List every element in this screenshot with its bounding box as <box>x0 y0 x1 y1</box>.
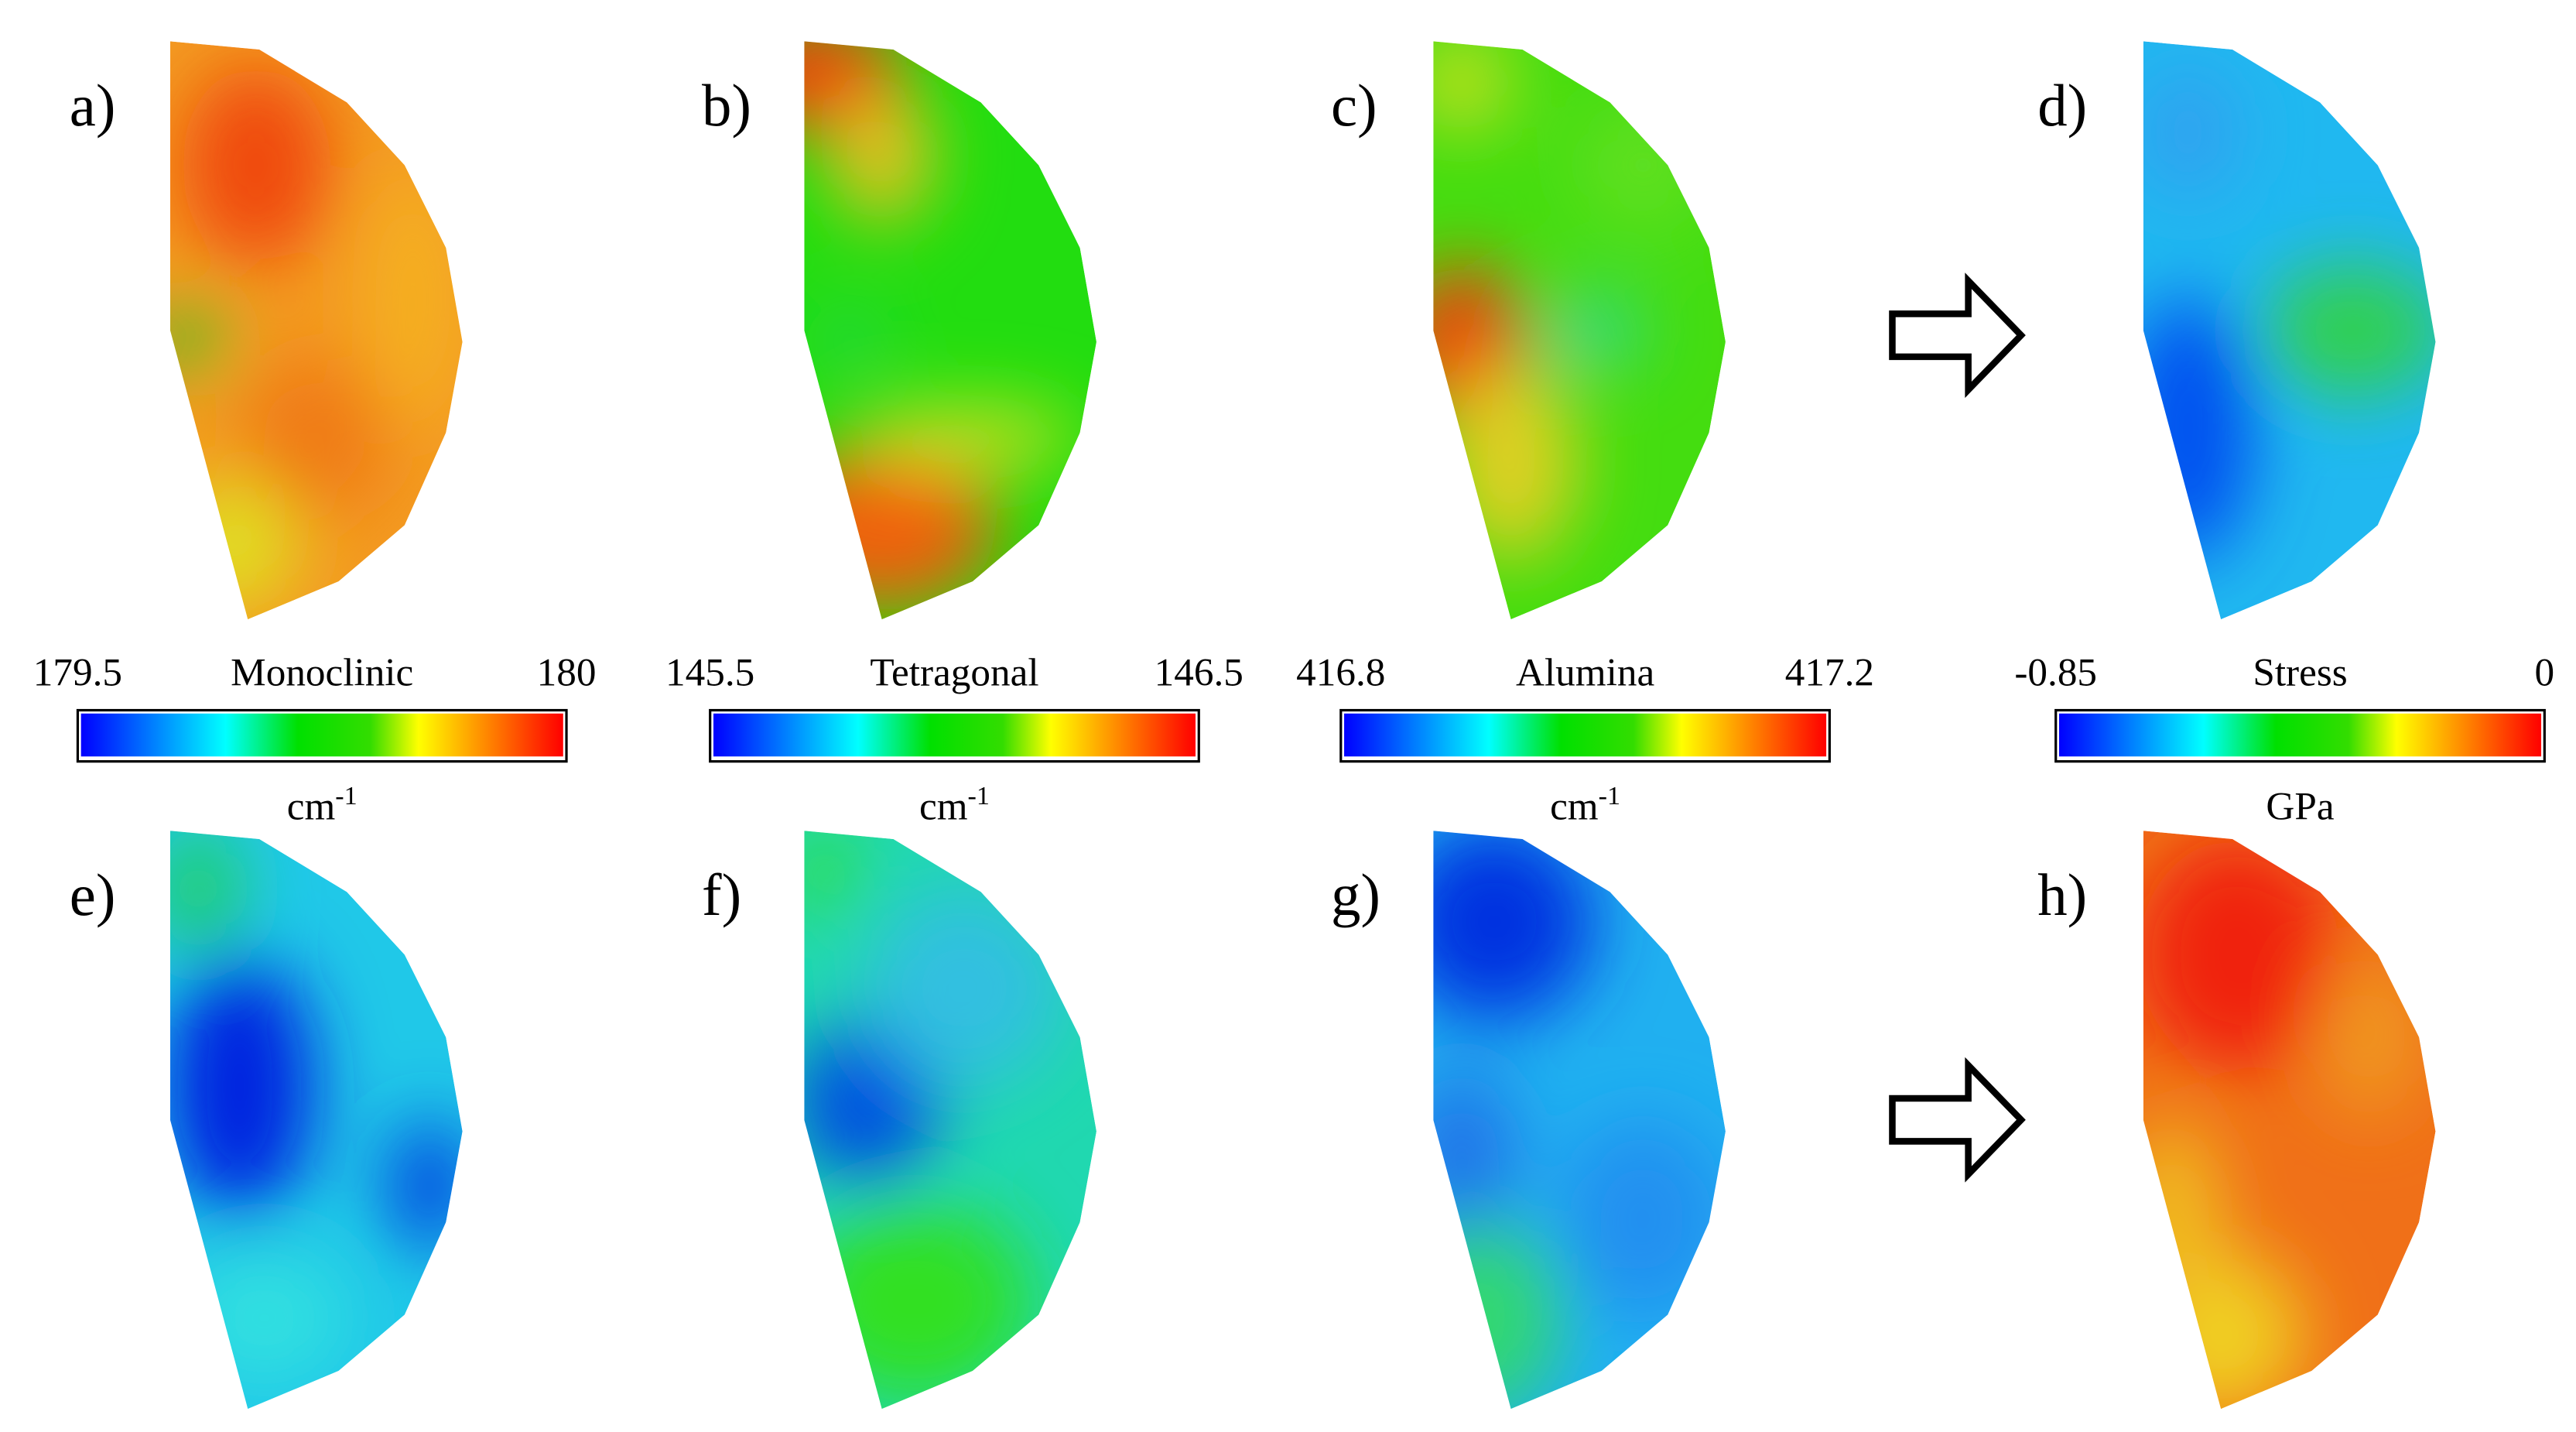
contour-map <box>2143 831 2436 1410</box>
contour-map <box>804 41 1096 620</box>
unit-base: cm <box>287 784 336 828</box>
map-blob <box>181 66 330 265</box>
colorbar-min: -0.85 <box>2014 651 2097 695</box>
map-blob <box>2143 297 2254 562</box>
colorbar-max: 417.2 <box>1785 651 1874 695</box>
map-blob <box>2143 1119 2222 1318</box>
map-blob <box>1433 831 1594 1021</box>
map-blob <box>2320 954 2420 1120</box>
colorbar <box>713 713 1196 757</box>
colorbar-unit: cm-1 <box>1550 782 1620 828</box>
panel-label: h) <box>2037 862 2087 928</box>
map-blob <box>804 831 857 922</box>
map-shading <box>169 66 463 612</box>
panel-label: f) <box>702 862 741 928</box>
colorbar-min: 416.8 <box>1296 651 1385 695</box>
colorbar <box>80 713 563 757</box>
map-blob <box>804 1202 1031 1401</box>
map-blob <box>169 302 220 375</box>
map-blob <box>865 888 1064 1088</box>
unit-superscript: -1 <box>1599 782 1620 810</box>
map-blob <box>239 355 388 521</box>
colorbar-title: Tetragonal <box>870 651 1038 695</box>
colorbar-unit: cm-1 <box>287 782 357 828</box>
panel-label: d) <box>2037 73 2087 139</box>
map-blob <box>1433 1070 1511 1236</box>
unit-base: GPa <box>2266 784 2334 828</box>
map-blob <box>816 322 882 355</box>
unit-base: cm <box>919 784 968 828</box>
map-shading <box>169 831 463 1385</box>
colorbar-title: Monoclinic <box>231 651 413 695</box>
contour-map <box>2143 41 2436 620</box>
panel-label: g) <box>1331 862 1380 928</box>
arrows <box>1889 272 2026 1183</box>
colorbar-unit: GPa <box>2266 784 2334 828</box>
map-blob <box>2143 1252 2304 1410</box>
unit-superscript: -1 <box>335 782 357 810</box>
map-blob <box>848 404 1080 471</box>
panel-label: b) <box>702 73 751 139</box>
unit-superscript: -1 <box>968 782 990 810</box>
contour-map <box>169 41 463 620</box>
map-blob <box>169 478 298 612</box>
map-blob <box>1433 41 1511 132</box>
map-blob <box>1544 297 1644 364</box>
map-blob <box>181 1252 347 1385</box>
map-blob <box>388 1119 463 1252</box>
colorbar-min: 145.5 <box>665 651 754 695</box>
panel-label: a) <box>70 73 116 139</box>
map-blob <box>1445 363 1577 562</box>
arrow <box>1889 1057 2026 1183</box>
panel-label: e) <box>70 862 116 928</box>
contour-map <box>1433 831 1726 1410</box>
map-blob <box>2143 838 2337 1071</box>
colorbar-max: 0 <box>2535 651 2555 695</box>
arrow <box>1889 272 2026 399</box>
colorbar <box>1344 713 1827 757</box>
contour-map <box>804 831 1096 1410</box>
colorbar-title: Alumina <box>1516 651 1654 695</box>
contour-map <box>169 831 463 1410</box>
colorbar-max: 146.5 <box>1155 651 1244 695</box>
map-blob <box>1433 1218 1561 1410</box>
colorbar <box>2058 713 2542 757</box>
map-blob <box>1576 99 1709 231</box>
map-blob <box>2143 66 2238 199</box>
map-blob <box>363 165 463 430</box>
map-blob <box>169 831 240 955</box>
map-blob <box>1560 1119 1726 1318</box>
contour-map <box>1433 41 1726 620</box>
colorbar-unit: cm-1 <box>919 782 990 828</box>
colorbar-min: 179.5 <box>33 651 122 695</box>
panel-label: c) <box>1331 73 1377 139</box>
colorbar-max: 180 <box>537 651 597 695</box>
map-blob <box>832 91 932 224</box>
unit-base: cm <box>1550 784 1599 828</box>
map-blob <box>2262 264 2436 397</box>
map-blob <box>804 446 997 612</box>
map-blob <box>169 954 314 1219</box>
colorbar-title: Stress <box>2253 651 2347 695</box>
